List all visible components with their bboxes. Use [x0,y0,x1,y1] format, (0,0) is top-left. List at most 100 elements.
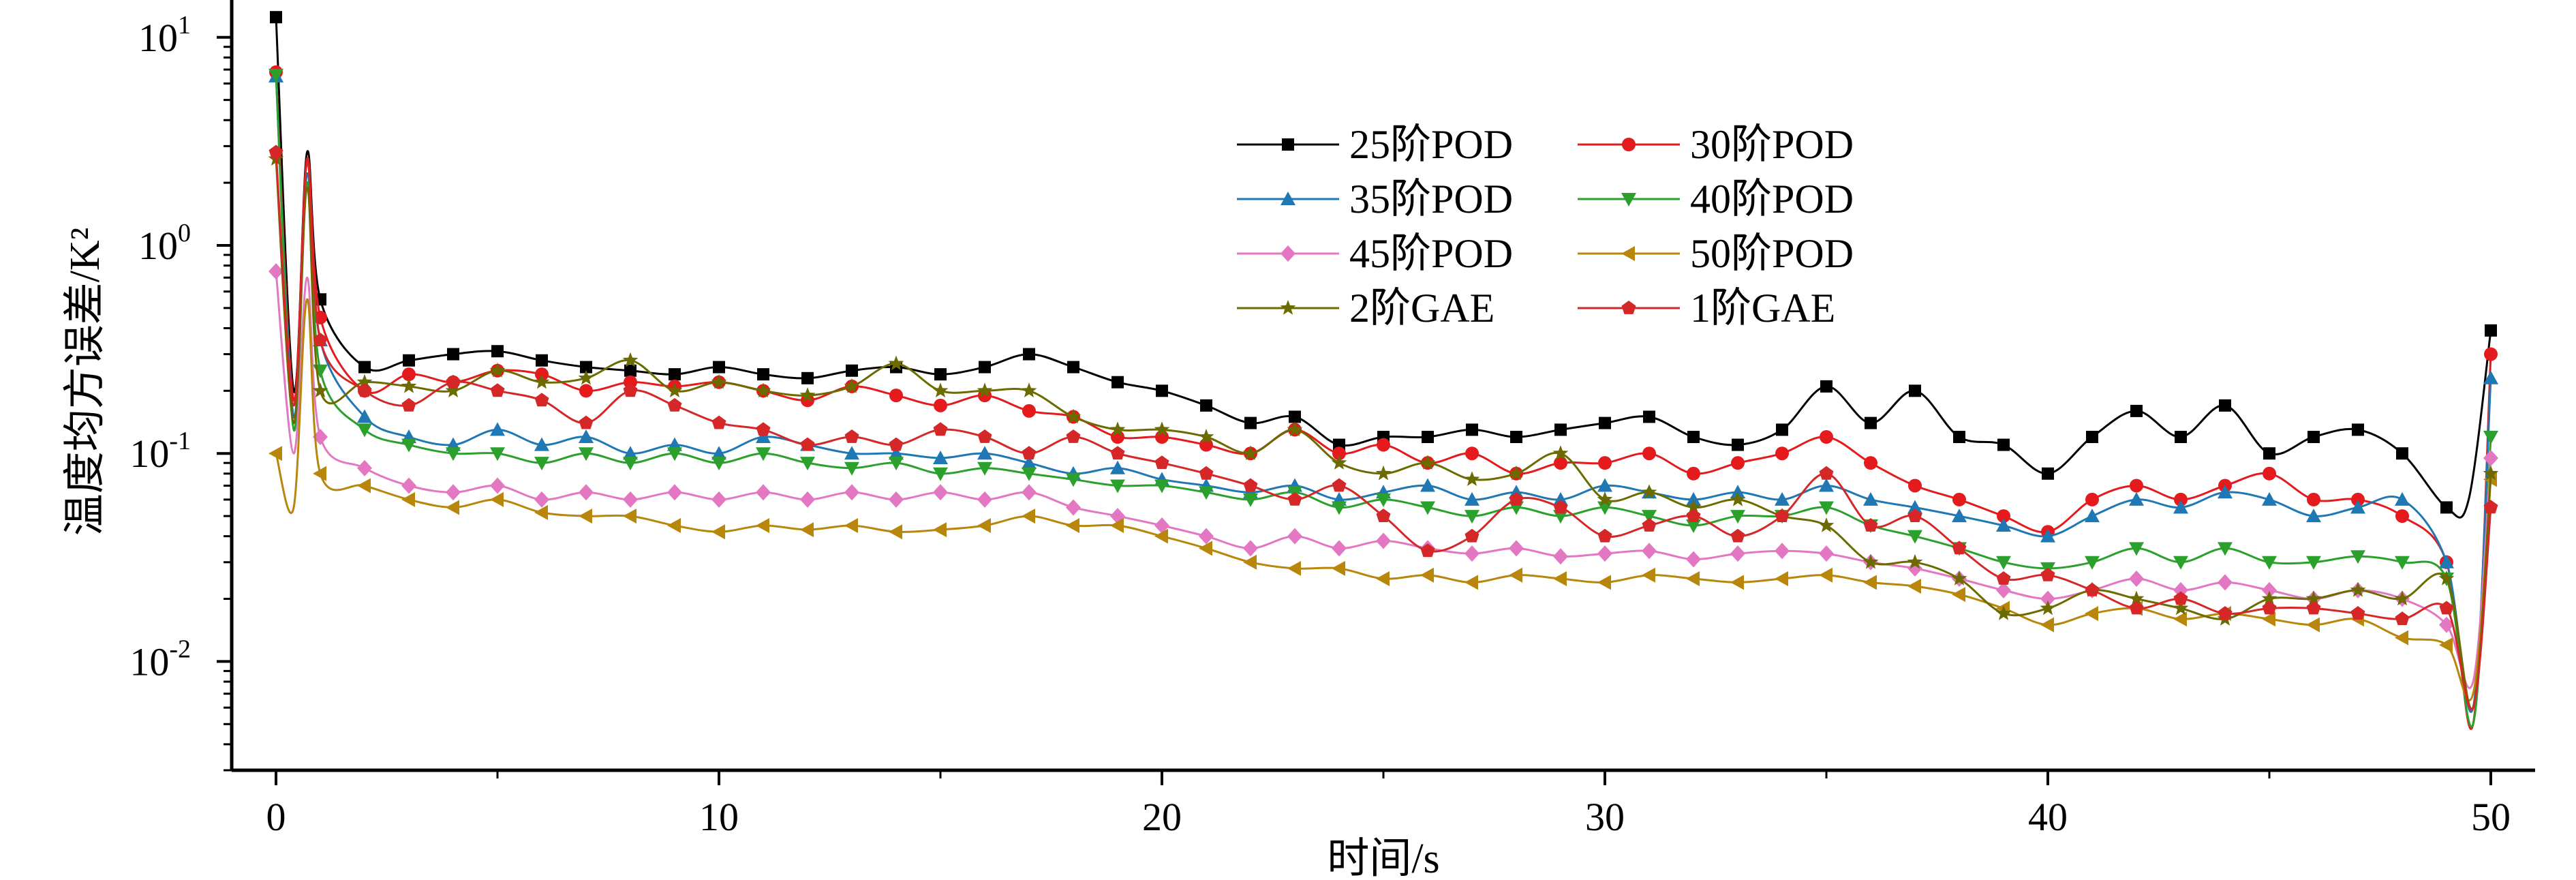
series-1-point [1732,438,1744,451]
series-8-point [977,429,992,443]
series-3-point [2483,370,2498,384]
series-6-point [844,518,858,534]
series-5-point [1154,517,1169,534]
series-6-point [1730,575,1744,590]
series-6-point [1553,571,1567,586]
series-7-point [1464,471,1480,486]
series-4-point [889,457,904,471]
series-1-point [1111,376,1124,389]
series-8-point [2483,500,2498,514]
series-5-point [2483,449,2498,466]
series-6-point [2439,637,2453,653]
series-4 [269,68,2498,728]
series-8-point [1730,528,1745,543]
series-6-point [1066,518,1079,534]
series-2-point [624,375,637,389]
series-8-point [756,422,771,436]
series-6-point [269,446,282,461]
series-7-point [1021,382,1037,397]
series-7-point [2173,600,2189,616]
series-7-point [1065,408,1082,424]
series-1-point [1643,410,1655,423]
series-4-point [800,457,815,471]
y-tick-label: 10-2 [129,635,191,684]
series-1-point [1067,361,1079,374]
series-3-point [2173,500,2188,514]
series-5-point [1465,545,1479,562]
series-7-point [2350,581,2366,597]
series-3-point [2306,509,2321,523]
series-1-point [2352,423,2364,436]
series-8-point [313,333,328,346]
series-1-point [1865,416,1877,429]
series-8-point [800,437,815,451]
series-7 [268,151,2499,711]
series-7-point [2040,600,2056,616]
series-2-point [2130,479,2143,493]
series-8-point [1199,466,1214,480]
series-8 [269,145,2498,711]
series-2-point [889,389,903,403]
series-3-point [1553,491,1568,506]
series-4-point [2262,556,2277,570]
series-5-point [2218,574,2233,591]
series-2-point [801,393,814,408]
series-4-point [977,461,992,476]
series-4-point [579,447,594,461]
series-7-point [1331,455,1347,470]
series-8-point [2040,567,2055,581]
series-2-point [1598,456,1612,470]
series-7-point [2394,590,2410,606]
series-4-point [1642,510,1657,524]
series-3-point [623,446,638,460]
legend-label: 25阶POD [1349,122,1513,167]
series-4-point [1376,493,1391,507]
series-6-point [1110,518,1124,534]
series-5-point [800,491,815,508]
series-7-point [1508,465,1524,481]
series-7-point [445,382,461,397]
series-8-point [623,383,638,397]
series-1-line [275,17,2492,519]
series-3-point [1022,455,1037,470]
series-1-point [624,364,637,377]
series-1-point [1422,431,1434,444]
series-6-point [1022,509,1035,524]
series-5-point [1642,543,1657,560]
series-6-point [2395,630,2408,646]
series-1-point [1554,423,1567,436]
series-8-point [1775,509,1790,522]
series-8-point [1996,571,2011,585]
series-8-point [2085,582,2100,596]
x-tick-label: 20 [1142,795,1182,839]
series-6-point [1465,575,1478,590]
series-1-point [2440,501,2453,514]
axes: 0 10 20 30 40 50 10-2 10-1 100 101 [129,0,2535,839]
series-1-point [2307,431,2320,444]
legend-item: 50阶POD [1578,231,1854,276]
series-7-point [1597,491,1613,506]
series-6 [269,298,2497,701]
series-1-point [2396,447,2408,460]
series-2-point [1908,479,1922,493]
series-3-point [534,437,549,451]
series-7-point [578,369,594,385]
series-5-point [1730,545,1745,562]
series-6-point [534,504,548,520]
series-6-point [2040,617,2054,633]
series-1-point [2130,404,2143,417]
series-8-point [1287,491,1302,506]
series-7-point [1995,605,2012,620]
series-1-point [1023,348,1035,361]
series-4-point [1154,479,1169,494]
series-1-point [2485,324,2497,337]
series-6-point [1686,571,1700,586]
series-8-point [357,383,372,397]
series-1-point [1289,410,1301,423]
series-5-point [1376,532,1391,549]
series-6-point [490,491,504,507]
series-1-point [713,361,725,374]
series-1-point [979,361,991,374]
series-5-point [2439,616,2454,633]
